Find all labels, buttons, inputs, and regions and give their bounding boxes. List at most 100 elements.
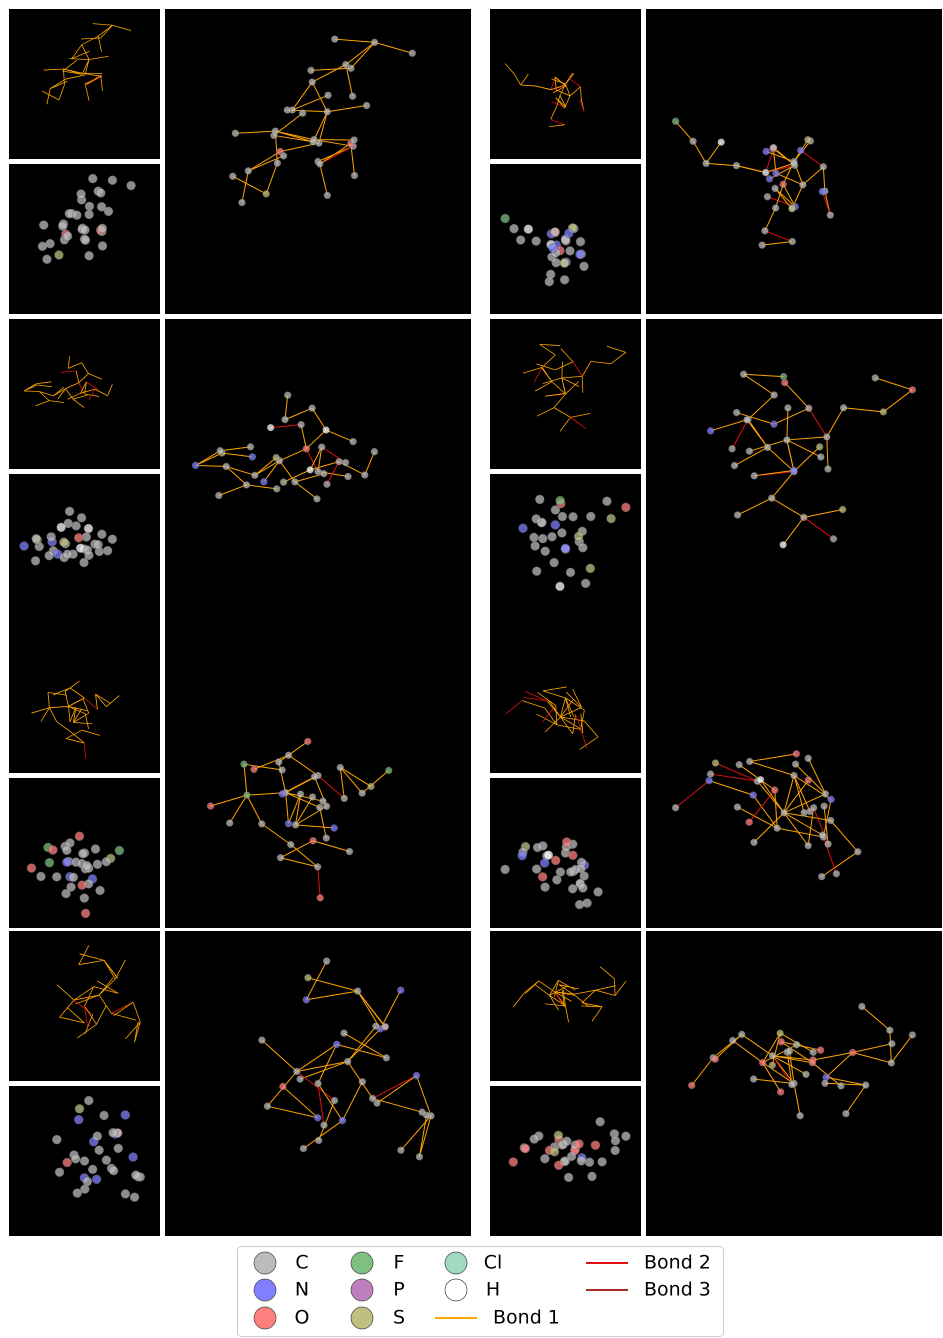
atom — [805, 755, 812, 762]
atom — [270, 132, 277, 139]
legend-marker — [445, 1252, 467, 1274]
atom — [550, 558, 559, 567]
atom — [345, 473, 352, 480]
atom — [74, 1115, 83, 1124]
atom — [535, 495, 544, 504]
atom — [323, 958, 330, 965]
atom — [74, 533, 83, 542]
atom — [303, 996, 310, 1003]
atom — [114, 1144, 123, 1153]
atom — [316, 160, 323, 167]
legend-label: Bond 2 — [644, 1252, 711, 1274]
atom — [769, 1062, 776, 1069]
atom — [729, 445, 736, 452]
atom — [62, 858, 71, 867]
legend-marker — [254, 1252, 276, 1274]
atom — [264, 1103, 271, 1110]
atom — [757, 776, 764, 783]
atom — [531, 541, 540, 550]
atom — [88, 1165, 97, 1174]
atom — [827, 212, 834, 219]
atom — [304, 974, 311, 981]
atom — [888, 1059, 895, 1066]
atom — [207, 803, 214, 810]
atom — [545, 277, 554, 286]
atom — [78, 849, 87, 858]
atom — [830, 535, 837, 542]
atom — [707, 427, 714, 434]
atom — [93, 860, 102, 869]
atom — [538, 872, 547, 881]
atom — [788, 205, 795, 212]
atom — [751, 472, 758, 479]
atom — [575, 1139, 584, 1148]
atom — [94, 540, 103, 549]
legend-label: Cl — [484, 1252, 503, 1274]
atom — [279, 766, 286, 773]
atom — [263, 190, 270, 197]
atom — [611, 1146, 620, 1155]
atom — [275, 759, 282, 766]
atom — [621, 503, 630, 512]
atom — [63, 1158, 72, 1167]
atom — [816, 443, 823, 450]
atom — [817, 1047, 824, 1054]
atom — [574, 532, 583, 541]
atom — [372, 1023, 379, 1030]
atom — [371, 39, 378, 46]
atom — [298, 421, 305, 428]
atom — [344, 1058, 351, 1065]
atom — [75, 1104, 84, 1113]
atom — [109, 1128, 118, 1137]
atom — [577, 1156, 586, 1165]
atom — [743, 416, 750, 423]
atom — [591, 1141, 600, 1150]
atom — [550, 1147, 559, 1156]
atom — [85, 202, 94, 211]
atom — [751, 839, 758, 846]
atom — [316, 804, 323, 811]
atom — [729, 1037, 736, 1044]
atom — [560, 275, 569, 284]
atom — [247, 443, 254, 450]
atom — [872, 374, 879, 381]
atom — [532, 237, 541, 246]
bond — [562, 362, 563, 378]
atom — [777, 1030, 784, 1037]
atom — [819, 832, 826, 839]
atom — [96, 188, 105, 197]
atom — [58, 222, 67, 231]
atom — [786, 1048, 793, 1055]
atom — [566, 246, 575, 255]
atom — [712, 1056, 719, 1063]
atom — [880, 408, 887, 415]
atom — [544, 851, 553, 860]
atom — [121, 1110, 130, 1119]
atom — [54, 251, 63, 260]
atom — [750, 1076, 757, 1083]
atom — [52, 872, 61, 881]
atom — [554, 1131, 563, 1140]
atom — [731, 462, 738, 469]
atom — [279, 790, 286, 797]
legend-marker — [254, 1279, 276, 1301]
atom — [251, 766, 258, 773]
atom — [768, 495, 775, 502]
atom — [69, 873, 78, 882]
atom — [540, 859, 549, 868]
atom — [524, 225, 533, 234]
atom — [62, 889, 71, 898]
atom — [97, 202, 106, 211]
atom — [63, 550, 72, 559]
atom — [718, 139, 725, 146]
atom — [858, 1003, 865, 1010]
atom — [319, 798, 326, 805]
atom — [532, 865, 541, 874]
atom — [284, 392, 291, 399]
atom — [83, 1177, 92, 1186]
atom — [840, 404, 847, 411]
atom — [909, 386, 916, 393]
atom — [359, 790, 366, 797]
atom — [82, 861, 91, 870]
atom — [371, 448, 378, 455]
